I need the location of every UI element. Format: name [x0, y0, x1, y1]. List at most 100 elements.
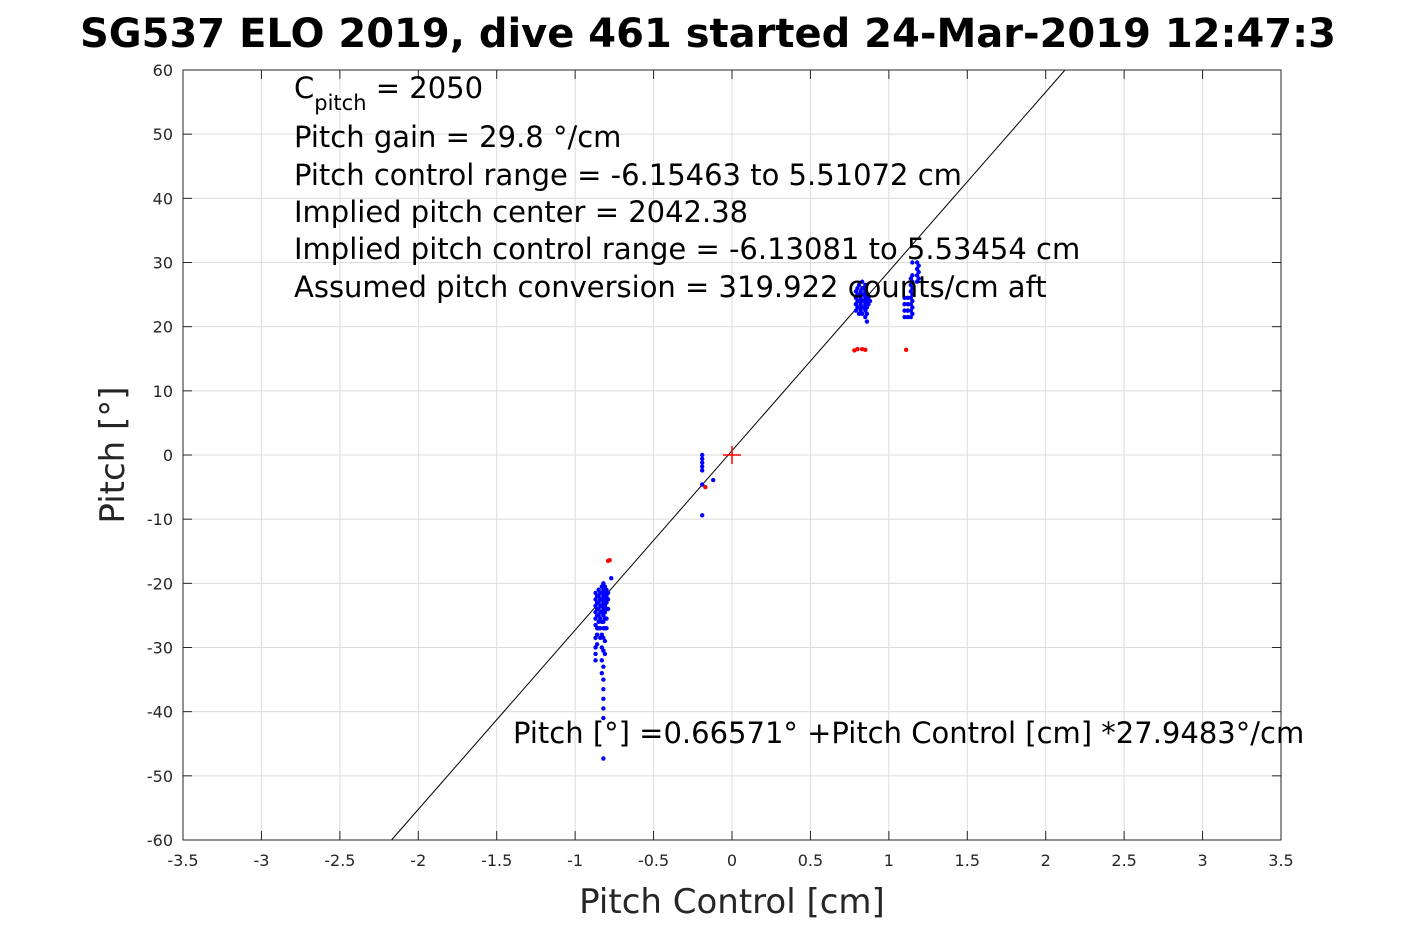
y-tick-label: -40 [147, 703, 173, 722]
y-tick-label: 50 [153, 125, 173, 144]
blue-data-point [604, 626, 609, 631]
blue-data-point [699, 468, 705, 473]
x-tick-label: -1 [567, 851, 583, 870]
blue-data-point [910, 298, 915, 304]
red-data-point [855, 346, 860, 352]
implied-center-annotation: Implied pitch center = 2042.38 [294, 195, 748, 229]
blue-data-point [910, 285, 915, 291]
c-pitch-annotation: Cpitch = 2050 [294, 71, 483, 115]
blue-data-point [905, 302, 910, 307]
blue-data-point [864, 311, 870, 317]
x-tick-label: -3 [253, 851, 269, 870]
blue-data-point [859, 311, 865, 317]
blue-data-point [601, 696, 606, 702]
blue-data-point [605, 597, 611, 602]
blue-data-point [609, 576, 614, 581]
blue-data-point [601, 677, 606, 682]
blue-data-point [699, 460, 705, 465]
x-tick-label: 3 [1197, 851, 1207, 870]
blue-data-point [916, 263, 921, 268]
blue-data-point [902, 295, 907, 300]
c-pitch-value: = 2050 [367, 71, 484, 105]
fit-equation-annotation: Pitch [°] =0.66571° +Pitch Control [cm] … [513, 716, 1304, 750]
blue-data-point [593, 658, 598, 663]
x-tick-label: -1.5 [481, 851, 512, 870]
blue-data-point [601, 706, 606, 711]
blue-data-point [699, 452, 705, 458]
blue-data-point [856, 282, 862, 288]
x-tick-label: -2 [410, 851, 426, 870]
blue-data-point [867, 298, 873, 304]
blue-data-point [916, 276, 921, 281]
blue-data-point [601, 664, 606, 669]
blue-data-point [905, 295, 910, 300]
blue-data-point [599, 658, 605, 663]
blue-data-point [902, 314, 907, 320]
x-tick-label: -3.5 [167, 851, 198, 870]
x-tick-label: 1 [884, 851, 894, 870]
blue-data-point [910, 292, 915, 297]
blue-data-point [699, 482, 705, 487]
blue-data-point [699, 464, 705, 469]
x-tick-label: 3.5 [1268, 851, 1293, 870]
blue-data-point [916, 269, 921, 275]
blue-data-point [905, 308, 910, 313]
y-tick-label: -20 [147, 574, 173, 593]
y-tick-label: 20 [153, 318, 173, 337]
y-tick-label: 10 [153, 382, 173, 401]
blue-data-point [905, 314, 910, 320]
y-tick-label: 60 [153, 61, 173, 80]
x-tick-label: -0.5 [638, 851, 669, 870]
blue-data-point [699, 456, 705, 462]
blue-data-point [910, 260, 915, 265]
blue-data-point [910, 279, 915, 284]
control-range-annotation: Pitch control range = -6.15463 to 5.5107… [294, 158, 962, 192]
implied-range-annotation: Implied pitch control range = -6.13081 t… [294, 232, 1080, 266]
red-data-point [607, 558, 612, 563]
blue-data-point [594, 632, 600, 637]
c-pitch-main: C [294, 71, 314, 105]
y-tick-label: -10 [147, 510, 173, 529]
x-tick-label: -2.5 [324, 851, 355, 870]
blue-data-point [910, 305, 915, 310]
y-tick-label: 30 [153, 254, 173, 273]
blue-data-point [864, 319, 870, 324]
x-tick-label: 2 [1041, 851, 1051, 870]
red-data-point [703, 484, 708, 490]
blue-data-point [699, 513, 705, 518]
y-tick-label: -30 [147, 639, 173, 658]
red-data-point [863, 347, 868, 352]
data-points [593, 260, 921, 761]
x-tick-label: 0 [727, 851, 737, 870]
blue-data-point [605, 590, 611, 596]
x-tick-label: 0.5 [798, 851, 823, 870]
blue-data-point [602, 638, 608, 644]
y-tick-label: 40 [153, 189, 173, 208]
y-tick-label: -60 [147, 831, 173, 850]
blue-data-point [604, 616, 609, 621]
axis-ticks: -3.5 -3 -2.5 -2 -1.5 -1 -0.5 0 0.5 1 1.5 2 2.5 3 3.5 60… [147, 61, 1294, 870]
blue-data-point [601, 715, 606, 721]
blue-data-point [602, 651, 608, 657]
blue-data-point [863, 282, 868, 288]
y-tick-label: 0 [163, 446, 173, 465]
blue-data-point [601, 687, 606, 692]
blue-data-point [601, 756, 606, 761]
y-tick-label: -50 [147, 767, 173, 786]
blue-data-point [902, 302, 907, 307]
blue-data-point [594, 642, 600, 647]
blue-data-point [599, 670, 605, 676]
y-axis-title: Pitch [°] [93, 386, 133, 523]
x-tick-label: 1.5 [955, 851, 980, 870]
pitch-gain-annotation: Pitch gain = 29.8 °/cm [294, 120, 621, 154]
grid [182, 69, 1282, 841]
blue-data-point [910, 311, 915, 317]
x-tick-label: 2.5 [1111, 851, 1136, 870]
blue-data-point [593, 651, 598, 657]
chart-title: SG537 ELO 2019, dive 461 started 24-Mar-… [80, 11, 1336, 57]
blue-data-point [605, 606, 611, 612]
conversion-annotation: Assumed pitch conversion = 319.922 count… [294, 270, 1047, 304]
red-data-point [903, 347, 909, 352]
blue-data-point [902, 308, 907, 313]
